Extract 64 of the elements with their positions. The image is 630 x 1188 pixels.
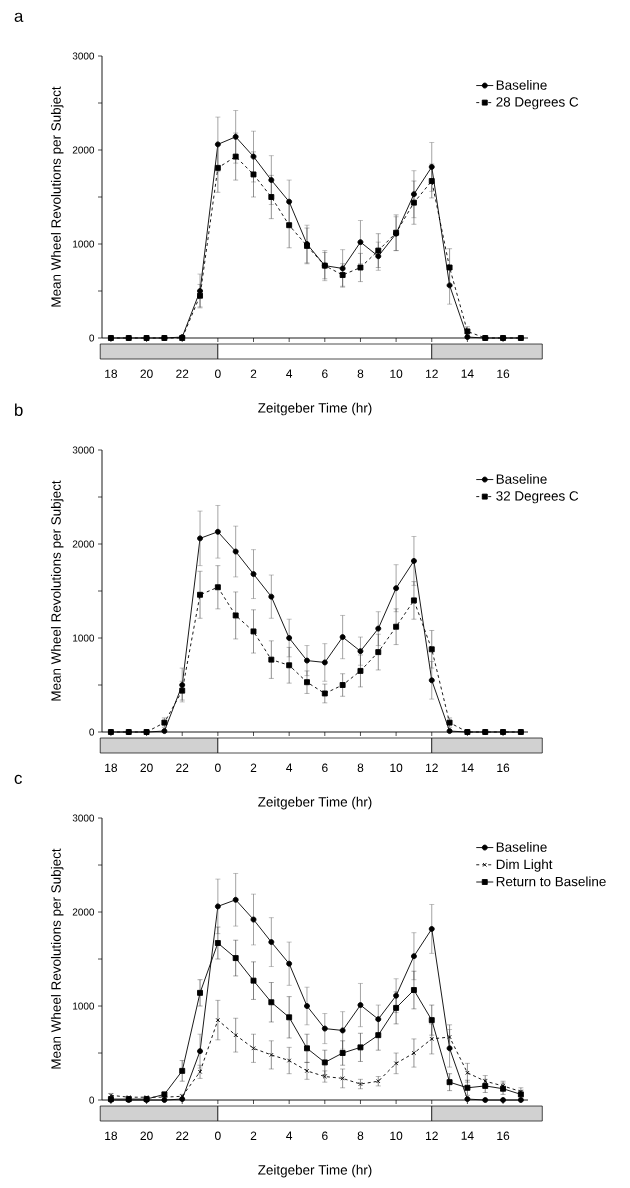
x-tick-label: 4 <box>286 763 293 772</box>
y-tick-label: 1000 <box>73 1002 95 1010</box>
x-tick-label: 6 <box>322 369 328 378</box>
x-tick-label: 4 <box>286 369 293 378</box>
y-tick-label: 2000 <box>72 540 95 548</box>
legend-label: 32 Degrees C <box>496 491 579 504</box>
x-tick-label: 6 <box>322 1131 328 1140</box>
legend-label: Return to Baseline <box>496 876 606 887</box>
x-tick-label: 14 <box>461 763 474 772</box>
x-tick-label: 22 <box>176 369 189 378</box>
legend-label: 28 Degrees C <box>496 97 579 110</box>
y-axis-title: Mean Wheel Revolutions per Subject <box>50 480 64 701</box>
x-tick-label: 14 <box>461 1131 474 1140</box>
x-tick-label: 18 <box>105 763 118 772</box>
legend-label: Baseline <box>496 473 547 484</box>
x-tick-label: 22 <box>176 763 189 772</box>
x-tick-label: 2 <box>250 763 257 772</box>
x-tick-label: 18 <box>105 1131 118 1140</box>
x-tick-label: 20 <box>140 369 153 378</box>
x-tick-label: 20 <box>140 1131 153 1140</box>
x-tick-label: 20 <box>140 763 153 772</box>
y-tick-label: 1000 <box>73 634 95 642</box>
x-tick-label: 8 <box>357 763 364 772</box>
x-tick-label: 2 <box>250 369 257 378</box>
x-axis-title: Zeitgeber Time (hr) <box>258 796 372 810</box>
x-tick-label: 8 <box>357 369 364 378</box>
y-tick-label: 0 <box>89 728 95 736</box>
x-tick-label: 8 <box>357 1131 364 1140</box>
legend-label: Baseline <box>496 79 547 90</box>
chart-title: a <box>14 12 24 22</box>
y-tick-label: 1000 <box>73 240 95 248</box>
legend-label: Baseline <box>496 841 547 852</box>
y-tick-label: 3000 <box>72 814 95 822</box>
x-tick-label: 18 <box>105 369 118 378</box>
x-tick-label: 22 <box>176 1131 189 1140</box>
x-tick-label: 10 <box>390 369 403 378</box>
x-tick-label: 0 <box>215 1131 221 1140</box>
x-axis-title: Zeitgeber Time (hr) <box>258 402 372 416</box>
chart-title: c <box>14 774 22 785</box>
x-tick-label: 12 <box>426 369 438 378</box>
legend-label: Dim Light <box>496 859 553 872</box>
x-tick-label: 14 <box>461 369 474 378</box>
x-tick-label: 0 <box>215 369 221 378</box>
y-axis-title: Mean Wheel Revolutions per Subject <box>50 848 64 1069</box>
y-tick-label: 3000 <box>72 52 95 60</box>
chart-title: b <box>15 403 23 416</box>
x-tick-label: 4 <box>286 1131 293 1140</box>
y-tick-label: 0 <box>89 334 95 342</box>
x-tick-label: 12 <box>426 763 438 772</box>
x-tick-label: 16 <box>497 369 510 378</box>
x-axis-title: Zeitgeber Time (hr) <box>258 1164 372 1178</box>
y-axis-title: Mean Wheel Revolutions per Subject <box>50 86 64 307</box>
x-tick-label: 6 <box>322 763 328 772</box>
x-tick-label: 0 <box>215 763 221 772</box>
y-tick-label: 2000 <box>72 146 95 154</box>
x-tick-label: 12 <box>426 1131 438 1140</box>
x-tick-label: 16 <box>497 1131 510 1140</box>
x-tick-label: 10 <box>390 1131 403 1140</box>
y-tick-label: 2000 <box>72 908 95 916</box>
y-tick-label: 0 <box>89 1096 95 1104</box>
y-tick-label: 3000 <box>72 446 95 454</box>
x-tick-label: 16 <box>497 763 510 772</box>
x-tick-label: 10 <box>390 763 403 772</box>
x-tick-label: 2 <box>250 1131 257 1140</box>
